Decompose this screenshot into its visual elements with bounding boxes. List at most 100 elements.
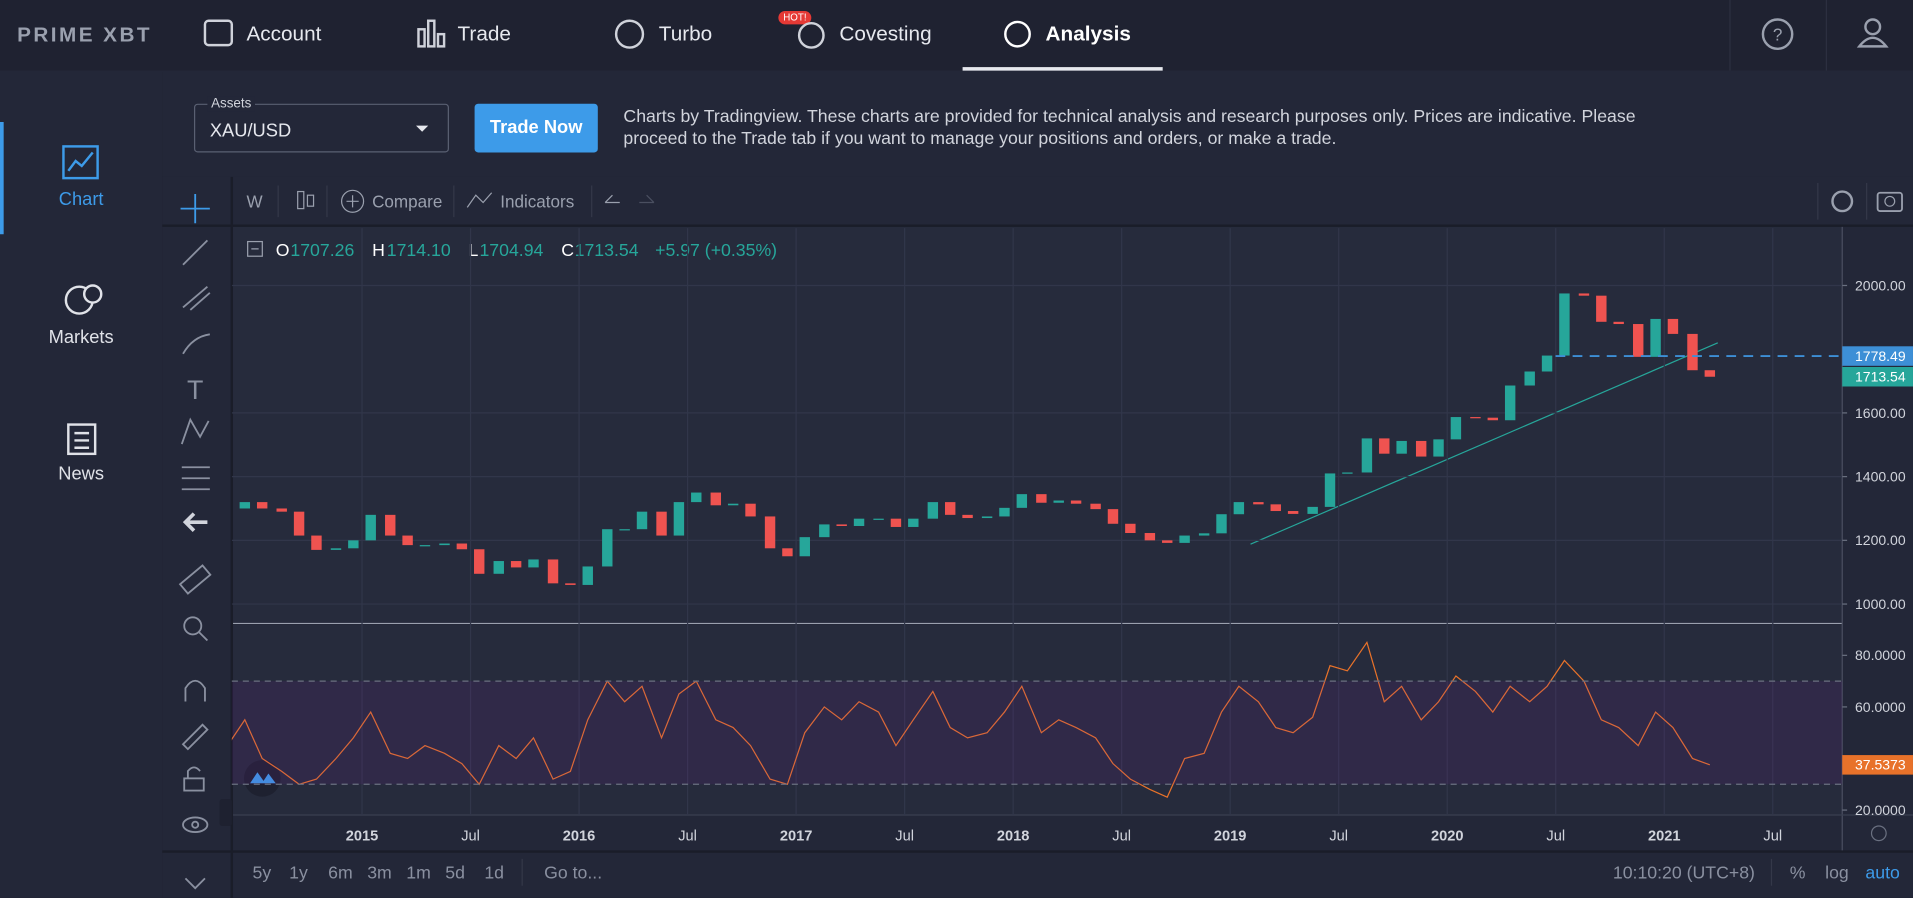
candle [782, 548, 793, 557]
candle [1070, 500, 1082, 504]
chart-icon [62, 145, 99, 180]
percent-toggle[interactable]: % [1790, 862, 1806, 882]
candle [1559, 293, 1570, 356]
candle [402, 535, 413, 546]
side-news[interactable]: News [58, 463, 105, 485]
candle [419, 545, 431, 547]
candle [799, 537, 810, 557]
x-tick-label: 2019 [1214, 829, 1247, 845]
auto-toggle[interactable]: auto [1865, 862, 1900, 882]
chart-widget: T W Compare Indicators [162, 176, 1913, 898]
nav-account[interactable]: Account [246, 21, 322, 46]
candle [1016, 494, 1028, 508]
candle [1216, 514, 1227, 534]
candle [1650, 318, 1661, 357]
legend-close: 1713.54 [575, 240, 639, 260]
candle [456, 543, 468, 550]
candle [1053, 500, 1064, 503]
sidebar: Chart Markets News [0, 70, 163, 898]
asset-label: Assets [207, 96, 256, 112]
x-tick-label: 2016 [563, 829, 596, 845]
y-tick-label: 60.0000 [1855, 699, 1906, 715]
candle [1687, 333, 1698, 371]
legend-o: O [276, 240, 290, 260]
candle [1036, 494, 1047, 503]
side-chart[interactable]: Chart [58, 189, 104, 210]
candle [1233, 502, 1245, 515]
nav-turbo[interactable]: Turbo [658, 21, 713, 46]
nav-trade[interactable]: Trade [457, 21, 511, 46]
candle [636, 511, 648, 530]
logo[interactable]: PRIME XBT [17, 23, 152, 47]
x-tick-label: Jul [461, 829, 480, 845]
goto[interactable]: Go to... [544, 862, 602, 882]
collapse-handle[interactable] [219, 799, 232, 826]
nav-icons: ? [203, 0, 1889, 71]
candle [727, 503, 739, 506]
candle [582, 566, 593, 585]
candle [673, 502, 685, 536]
candle [385, 514, 396, 536]
side-markets[interactable]: Markets [48, 326, 114, 348]
x-tick-label: 2021 [1648, 829, 1681, 845]
range-button[interactable]: 5d [445, 862, 465, 882]
log-toggle[interactable]: log [1825, 862, 1849, 882]
plot-area [231, 228, 1843, 815]
nav-analysis[interactable]: Analysis [1045, 21, 1131, 46]
svg-text:?: ? [1773, 25, 1782, 44]
x-tick-label: Jul [1112, 829, 1131, 845]
price-label: 1778.49 [1855, 348, 1906, 364]
candle [1307, 506, 1318, 514]
candle [853, 518, 865, 527]
asset-select[interactable]: Assets XAU/USD [193, 96, 449, 153]
candle [1162, 540, 1173, 543]
indicators-button[interactable]: Indicators [500, 192, 574, 211]
rsi-band [231, 681, 1843, 785]
axis-settings[interactable] [1870, 825, 1887, 842]
candle [602, 529, 613, 567]
y-tick-label: 1000.00 [1855, 596, 1906, 612]
svg-text:T: T [187, 375, 203, 405]
info-bar: Assets XAU/USD Trade Now Charts by Tradi… [162, 70, 1913, 177]
range-button[interactable]: 1d [484, 862, 504, 882]
candle [1524, 371, 1535, 386]
candle [1253, 502, 1264, 505]
range-button[interactable]: 1m [406, 862, 431, 882]
candle [1613, 321, 1624, 325]
candle [619, 529, 630, 531]
candle [1090, 503, 1101, 510]
markets-icon [64, 284, 103, 315]
range-button[interactable]: 3m [367, 862, 392, 882]
candle [1470, 417, 1481, 419]
candle [1487, 417, 1499, 421]
nav-covesting[interactable]: Covesting [839, 21, 932, 46]
candle [1125, 523, 1136, 534]
candle [691, 492, 702, 503]
interval[interactable]: W [246, 192, 263, 211]
range-button[interactable]: 1y [289, 862, 308, 882]
x-tick-label: Jul [1546, 829, 1565, 845]
candle [1704, 370, 1716, 377]
candle [1287, 511, 1299, 514]
candle [293, 511, 305, 536]
candle [1107, 509, 1119, 524]
range-button[interactable]: 6m [328, 862, 353, 882]
candle [1415, 440, 1427, 457]
candle [365, 514, 376, 541]
range-button[interactable]: 5y [253, 862, 272, 882]
trade-now-button[interactable]: Trade Now [474, 103, 598, 153]
candle [256, 502, 268, 509]
x-tick-label: Jul [1763, 829, 1782, 845]
candle [1450, 417, 1462, 440]
dropdown-arrow [416, 125, 429, 132]
x-tick-label: 2017 [780, 829, 813, 845]
legend-l: L [468, 240, 478, 260]
candle [1179, 535, 1190, 543]
legend-c: C [561, 240, 574, 260]
candle [1667, 318, 1679, 334]
price-label-bg [1842, 366, 1913, 387]
candle [348, 540, 359, 549]
y-tick-label: 20.0000 [1855, 802, 1906, 818]
candle [890, 518, 902, 527]
compare-button[interactable]: Compare [372, 192, 442, 211]
